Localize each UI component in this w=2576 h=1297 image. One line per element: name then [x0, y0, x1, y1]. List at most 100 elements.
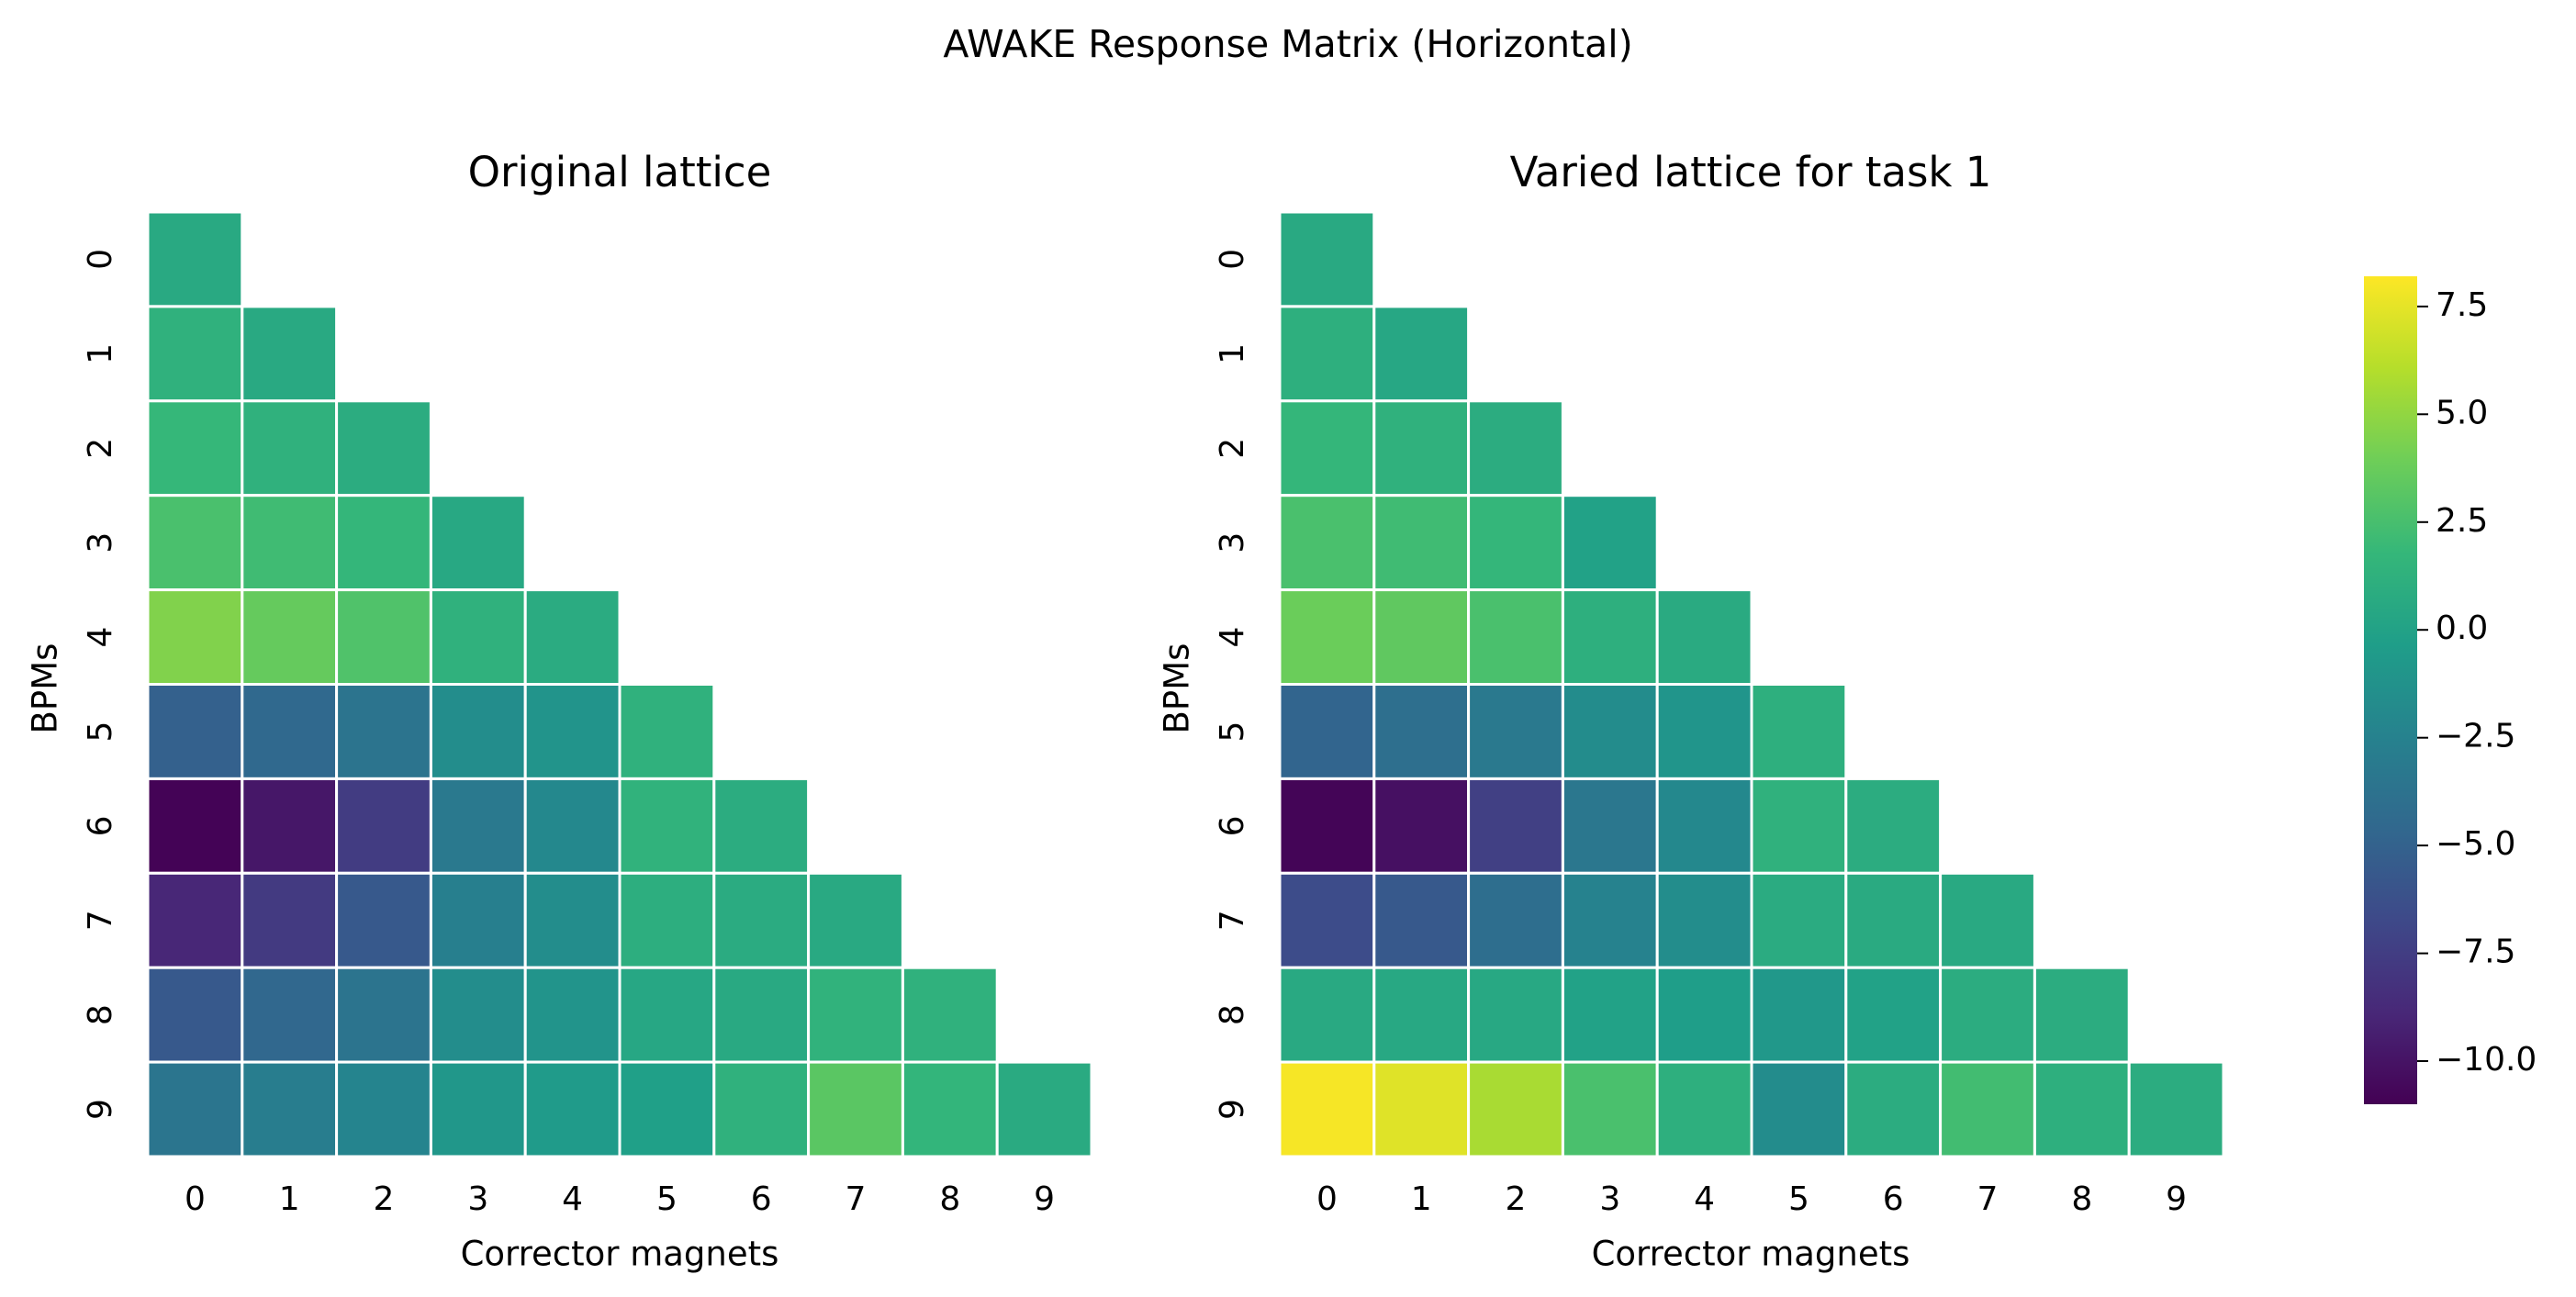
heatmap-cell-r3-c3: [429, 494, 527, 592]
y-tick-label: 0: [82, 249, 119, 270]
heatmap-cell-r9-c8: [901, 1060, 999, 1158]
colorbar: 7.5 5.0 2.5 0.0 −2.5 −5.0 −7.5 −10.0: [2364, 276, 2537, 1104]
figure-title: AWAKE Response Matrix (Horizontal): [943, 22, 1632, 66]
heatmap-cell-r2-c1: [1372, 399, 1471, 498]
x-tick-labels: 0 1 2 3 4 5 6 7 8 9: [185, 1180, 1055, 1218]
x-tick-label: 2: [374, 1180, 395, 1218]
y-tick-label: 7: [1214, 910, 1251, 931]
heatmap-cell-r4-c4: [1655, 588, 1753, 686]
y-tick-label: 8: [82, 1004, 119, 1025]
x-tick-label: 5: [656, 1180, 678, 1218]
heatmap-cell-r9-c9: [995, 1060, 1093, 1158]
y-tick-labels: 0 1 2 3 4 5 6 7 8 9: [1214, 249, 1251, 1120]
heatmap-cell-r4-c0: [1278, 588, 1376, 686]
heatmap-cell-r5-c4: [1655, 683, 1753, 780]
heatmap-cell-r9-c1: [241, 1060, 339, 1158]
y-tick-label: 9: [82, 1099, 119, 1120]
heatmap-cell-r4-c3: [429, 588, 527, 686]
heatmap-cell-r7-c4: [523, 871, 622, 969]
heatmap-cell-r4-c0: [146, 588, 244, 686]
heatmap-cell-r5-c3: [1561, 683, 1659, 780]
y-tick-label: 5: [1214, 721, 1251, 743]
x-tick-label: 9: [2166, 1180, 2187, 1218]
panel-title: Original lattice: [468, 148, 772, 196]
heatmap-cell-r8-c8: [2033, 966, 2131, 1064]
heatmap-cell-r6-c4: [1655, 777, 1753, 875]
y-axis-label: BPMs: [26, 643, 65, 734]
heatmap-cell-r7-c3: [1561, 871, 1659, 969]
y-tick-label: 1: [1214, 343, 1251, 364]
heatmap-cell-r9-c4: [523, 1060, 622, 1158]
heatmap-cell-r7-c0: [146, 871, 244, 969]
x-tick-label: 5: [1788, 1180, 1809, 1218]
heatmap-cell-r9-c0: [1278, 1060, 1376, 1158]
x-tick-label: 0: [185, 1180, 206, 1218]
heatmap-cell-r3-c2: [335, 494, 432, 592]
y-tick-label: 9: [1214, 1099, 1251, 1120]
heatmap-cell-r8-c0: [146, 966, 244, 1064]
heatmap-cell-r5-c1: [1372, 683, 1471, 780]
heatmap-cell-r6-c1: [1372, 777, 1471, 875]
colorbar-tick-label: 7.5: [2436, 286, 2488, 324]
x-tick-label: 6: [751, 1180, 772, 1218]
colorbar-tick-label: −5.0: [2436, 825, 2515, 863]
y-tick-label: 2: [82, 438, 119, 459]
heatmap-cell-r7-c2: [1467, 871, 1564, 969]
heatmap-cell-r6-c3: [429, 777, 527, 875]
heatmap-cell-r8-c4: [523, 966, 622, 1064]
x-tick-label: 8: [939, 1180, 960, 1218]
y-tick-label: 8: [1214, 1004, 1251, 1025]
heatmap-cell-r1-c0: [146, 305, 244, 403]
heatmap-cell-r8-c4: [1655, 966, 1753, 1064]
heatmap-cell-r6-c4: [523, 777, 622, 875]
heatmap-cell-r2-c2: [1467, 399, 1564, 498]
heatmap-cell-r9-c5: [618, 1060, 716, 1158]
heatmap-cell-r6-c6: [712, 777, 811, 875]
y-tick-label: 6: [82, 815, 119, 836]
x-tick-label: 6: [1883, 1180, 1904, 1218]
heatmap-cell-r4-c2: [335, 588, 432, 686]
x-tick-label: 8: [2071, 1180, 2092, 1218]
heatmap-cell-r2-c0: [146, 399, 244, 498]
heatmap-cell-r5-c0: [1278, 683, 1376, 780]
y-tick-label: 0: [1214, 249, 1251, 270]
heatmap-cell-r2-c2: [335, 399, 432, 498]
heatmap-cells: [1278, 210, 2225, 1158]
heatmap-cell-r1-c1: [241, 305, 339, 403]
heatmap-cell-r9-c5: [1750, 1060, 1848, 1158]
heatmap-cell-r9-c9: [2127, 1060, 2225, 1158]
heatmap-cell-r1-c1: [1372, 305, 1471, 403]
heatmap-cell-r9-c6: [1844, 1060, 1943, 1158]
x-axis-label: Corrector magnets: [1592, 1235, 1910, 1274]
heatmap-cell-r7-c7: [1939, 871, 2036, 969]
heatmap-cell-r8-c7: [807, 966, 904, 1064]
heatmap-cell-r7-c5: [618, 871, 716, 969]
heatmap-cell-r3-c1: [241, 494, 339, 592]
colorbar-tick-label: −7.5: [2436, 934, 2515, 971]
heatmap-cell-r6-c5: [618, 777, 716, 875]
heatmap-cells: [146, 210, 1093, 1158]
heatmap-cell-r0-c0: [146, 210, 244, 308]
heatmap-cell-r4-c2: [1467, 588, 1564, 686]
heatmap-cell-r7-c5: [1750, 871, 1848, 969]
heatmap-cell-r7-c6: [1844, 871, 1943, 969]
heatmap-cell-r8-c5: [618, 966, 716, 1064]
y-tick-label: 6: [1214, 815, 1251, 836]
heatmap-cell-r8-c3: [1561, 966, 1659, 1064]
heatmap-cell-r6-c2: [335, 777, 432, 875]
heatmap-cell-r9-c7: [1939, 1060, 2036, 1158]
heatmap-cell-r7-c4: [1655, 871, 1753, 969]
x-tick-label: 1: [279, 1180, 300, 1218]
x-tick-label: 0: [1316, 1180, 1338, 1218]
y-tick-label: 1: [82, 343, 119, 364]
heatmap-cell-r3-c0: [1278, 494, 1376, 592]
y-tick-labels: 0 1 2 3 4 5 6 7 8 9: [82, 249, 119, 1120]
y-tick-label: 4: [82, 627, 119, 648]
y-tick-label: 7: [82, 910, 119, 931]
y-tick-label: 5: [82, 721, 119, 743]
y-tick-label: 3: [82, 532, 119, 553]
heatmap-cell-r7-c0: [1278, 871, 1376, 969]
heatmap-cell-r5-c4: [523, 683, 622, 780]
heatmap-cell-r9-c3: [429, 1060, 527, 1158]
